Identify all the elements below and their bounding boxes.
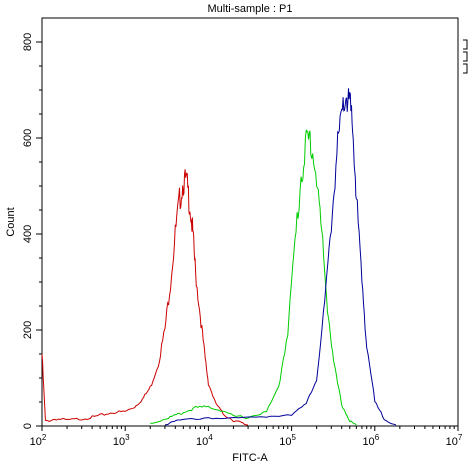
y-tick-label: 600 xyxy=(22,129,34,147)
y-tick-label: 200 xyxy=(22,321,34,339)
x-axis-ticks: 102 103 104 105 106 107 xyxy=(30,426,463,448)
y-axis-ticks: 0 200 400 600 800 xyxy=(22,33,42,429)
y-tick-label: 400 xyxy=(22,225,34,243)
histogram-series-2 xyxy=(150,129,357,426)
y-tick-label: 800 xyxy=(22,33,34,51)
legend-marker xyxy=(463,51,468,62)
x-tick-label: 102 xyxy=(30,433,47,448)
x-axis-title: FITC-A xyxy=(232,452,268,464)
y-tick-label: 0 xyxy=(22,423,34,429)
legend xyxy=(463,39,468,74)
x-tick-label: 104 xyxy=(196,433,213,448)
chart-title: Multi-sample : P1 xyxy=(208,3,293,15)
legend-marker xyxy=(463,39,468,50)
series-group xyxy=(41,88,397,426)
histogram-series-3 xyxy=(164,88,397,426)
y-axis-title: Count xyxy=(5,207,17,236)
x-tick-label: 105 xyxy=(279,433,296,448)
plot-frame xyxy=(41,17,459,427)
x-tick-label: 103 xyxy=(113,433,130,448)
x-tick-label: 107 xyxy=(446,433,463,448)
x-tick-label: 106 xyxy=(362,433,379,448)
legend-marker xyxy=(463,63,468,74)
histogram-series-1 xyxy=(41,169,249,426)
plot-area-border xyxy=(41,17,459,427)
